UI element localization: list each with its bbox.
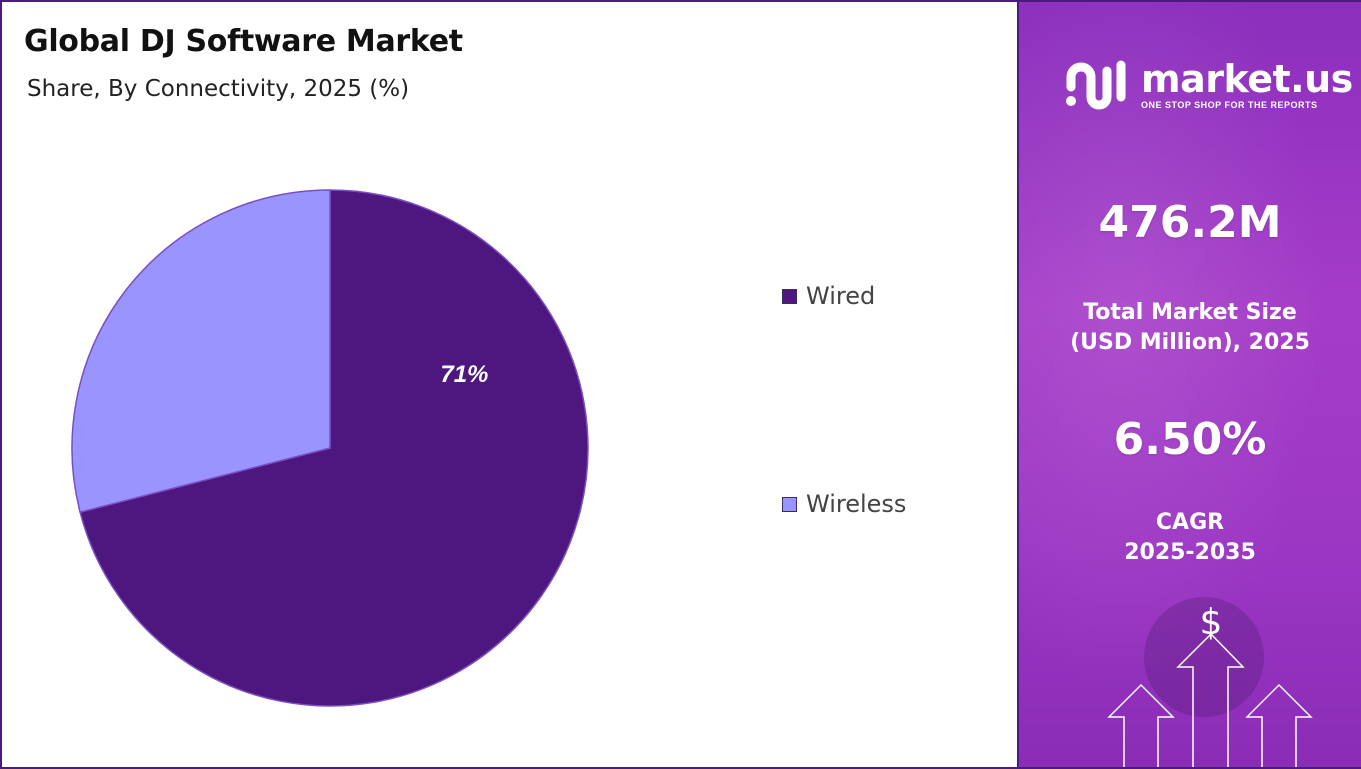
brand-name: market.us — [1141, 57, 1353, 101]
pie-chart: 71% — [71, 189, 589, 707]
legend-swatch-wireless — [782, 496, 797, 512]
pie-slice-wired — [79, 189, 589, 707]
chart-title: Global DJ Software Market — [24, 24, 463, 59]
summary-panel: market.us ONE STOP SHOP FOR THE REPORTS … — [1019, 2, 1361, 767]
pie-data-labels: 71% — [440, 361, 488, 388]
growth-arrows-illustration: $ — [1107, 597, 1313, 767]
coin-shadow-icon — [1144, 597, 1264, 717]
panel-divider — [1017, 2, 1019, 767]
brand-tagline: ONE STOP SHOP FOR THE REPORTS — [1141, 100, 1318, 110]
pie-slice-wireless — [71, 189, 331, 514]
legend-swatch-wired — [782, 288, 797, 304]
cagr-label: CAGR 2025-2035 — [1124, 510, 1256, 565]
legend-item-wireless: Wireless — [782, 490, 906, 518]
pie-slices — [71, 189, 589, 707]
brand-logo: market.us ONE STOP SHOP FOR THE REPORTS — [1063, 57, 1353, 113]
data-label-wired: 71% — [440, 361, 488, 388]
market-size-label: Total Market Size (USD Million), 2025 — [1070, 300, 1310, 355]
legend-item-wired: Wired — [782, 282, 875, 310]
up-arrows-icon — [1107, 632, 1313, 767]
panel-background-glow — [1019, 2, 1361, 767]
cagr-value: 6.50% — [1113, 414, 1267, 465]
legend-label-wired: Wired — [806, 282, 876, 310]
market-us-logo-icon — [1066, 60, 1126, 110]
dollar-sign-icon: $ — [1200, 602, 1223, 643]
chart-area: Global DJ Software Market Share, By Conn… — [2, 2, 1017, 767]
chart-subtitle: Share, By Connectivity, 2025 (%) — [27, 76, 410, 102]
market-size-value: 476.2M — [1098, 197, 1282, 248]
legend-label-wireless: Wireless — [806, 490, 907, 518]
